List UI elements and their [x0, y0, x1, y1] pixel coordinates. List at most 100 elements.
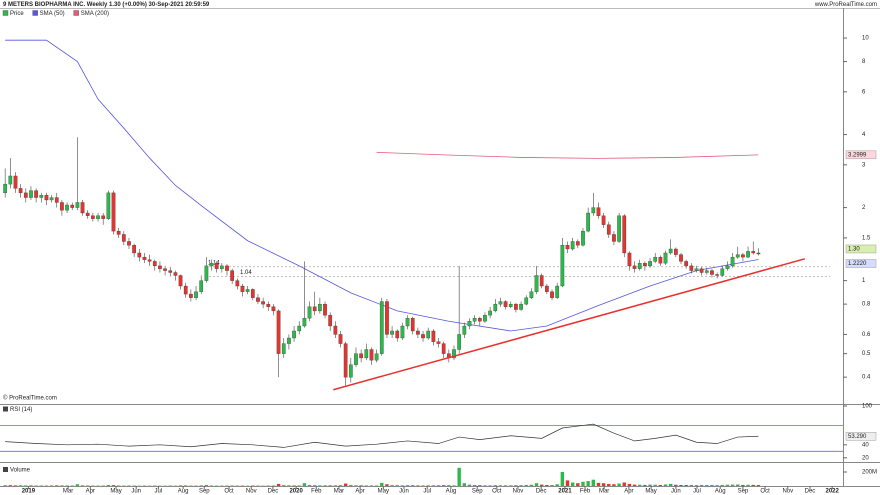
candle-body: [343, 343, 348, 378]
candle-body: [545, 285, 549, 292]
candle-body: [199, 280, 204, 292]
volume-bar: [106, 485, 111, 486]
candle-body: [751, 251, 756, 254]
x-tick-label: Aug: [178, 489, 189, 495]
volume-bar: [689, 485, 694, 486]
candle-body: [452, 349, 456, 359]
candle-body: [359, 353, 363, 359]
legend-swatch: [2, 10, 9, 16]
candle-body: [8, 175, 13, 185]
volume-bar: [736, 484, 740, 486]
volume-bar: [478, 485, 482, 486]
candle-body: [488, 310, 492, 316]
volume-bar: [498, 485, 503, 486]
candle-body: [663, 252, 668, 264]
candle-body: [168, 270, 173, 273]
candle-body: [529, 291, 534, 298]
candle-body: [70, 204, 75, 208]
candle-body: [235, 280, 240, 287]
candle-body: [658, 256, 663, 264]
candle-body: [230, 270, 235, 281]
volume-bar: [488, 485, 492, 486]
volume-bar: [374, 485, 379, 486]
level-label: 1.04: [240, 270, 252, 276]
x-tick-label: Dec: [536, 489, 547, 495]
candle-body: [601, 215, 606, 225]
candle-body: [276, 310, 281, 354]
candle-body: [632, 265, 637, 269]
candle-body: [34, 190, 38, 198]
candle-body: [60, 202, 64, 211]
volume-bar: [349, 484, 353, 486]
volume-bar: [586, 481, 590, 486]
panel-icon: [3, 406, 8, 412]
candle-body: [379, 301, 384, 354]
candle-body: [369, 349, 374, 361]
candle-body: [29, 190, 33, 198]
last-price-label: 1.30: [848, 247, 860, 253]
rsi-last-label-box: [845, 432, 877, 441]
x-tick-label: Sep: [472, 489, 483, 495]
candle-body: [498, 301, 503, 305]
candle-body: [725, 265, 730, 269]
candle-body: [483, 315, 487, 322]
candle-body: [410, 318, 415, 332]
candle-body: [323, 303, 327, 316]
candle-body: [416, 330, 420, 335]
volume-bar: [29, 485, 33, 486]
candle-body: [3, 183, 8, 194]
volume-bar: [643, 484, 647, 486]
y-tick-label: 200M: [862, 470, 877, 476]
volume-bar: [287, 485, 291, 486]
volume-bar: [560, 472, 565, 486]
volume-bar: [550, 485, 554, 486]
x-tick-label: Jun: [671, 489, 681, 495]
candle-body: [271, 306, 276, 312]
candle-body: [194, 291, 198, 298]
candle-body: [374, 353, 379, 361]
volume-bar: [282, 485, 286, 486]
candle-body: [127, 241, 131, 246]
candle-body: [292, 330, 296, 339]
candle-body: [256, 297, 260, 302]
x-tick-label: May: [110, 489, 121, 495]
x-tick-label: 2019: [22, 489, 36, 495]
volume-bar: [328, 485, 332, 486]
candle-body: [49, 197, 54, 201]
candle-body: [694, 268, 699, 271]
volume-bar: [178, 485, 183, 486]
volume-bar: [746, 484, 750, 486]
candle-body: [209, 263, 214, 267]
y-tick-label: 4: [862, 132, 866, 138]
volume-bar: [297, 485, 301, 486]
candle-body: [111, 192, 116, 232]
x-tick-label: Jul: [423, 489, 431, 495]
x-tick-label: Nov: [246, 489, 257, 495]
volume-bar: [472, 484, 477, 486]
volume-bar: [730, 484, 735, 486]
x-tick-label: Oct: [224, 489, 234, 495]
candle-body: [710, 270, 714, 275]
candle-body: [648, 261, 652, 267]
volume-bar: [534, 483, 539, 486]
candle-body: [328, 315, 333, 327]
x-tick-label: Mar: [63, 489, 73, 495]
x-tick-label: Aug: [715, 489, 726, 495]
legend-swatch: [32, 10, 38, 16]
candle-body: [250, 289, 255, 298]
candle-body: [581, 230, 585, 246]
volume-bar: [617, 483, 621, 486]
candle-body: [720, 268, 725, 276]
y-tick-label: 40: [862, 442, 869, 448]
y-tick-label: 1.5: [862, 235, 871, 241]
candle-body: [312, 306, 317, 312]
candle-body: [591, 207, 596, 214]
candle-body: [137, 252, 142, 258]
candle-body: [467, 321, 472, 327]
y-tick-label: 2: [862, 205, 866, 211]
volume-bar: [457, 467, 461, 486]
candle-body: [565, 245, 570, 250]
volume-bar: [467, 484, 472, 486]
volume-bar: [581, 481, 585, 486]
candle-body: [178, 275, 183, 287]
